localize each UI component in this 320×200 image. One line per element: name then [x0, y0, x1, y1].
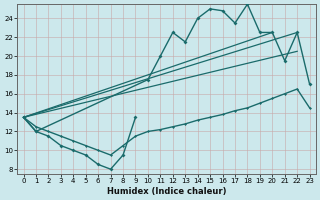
X-axis label: Humidex (Indice chaleur): Humidex (Indice chaleur): [107, 187, 226, 196]
